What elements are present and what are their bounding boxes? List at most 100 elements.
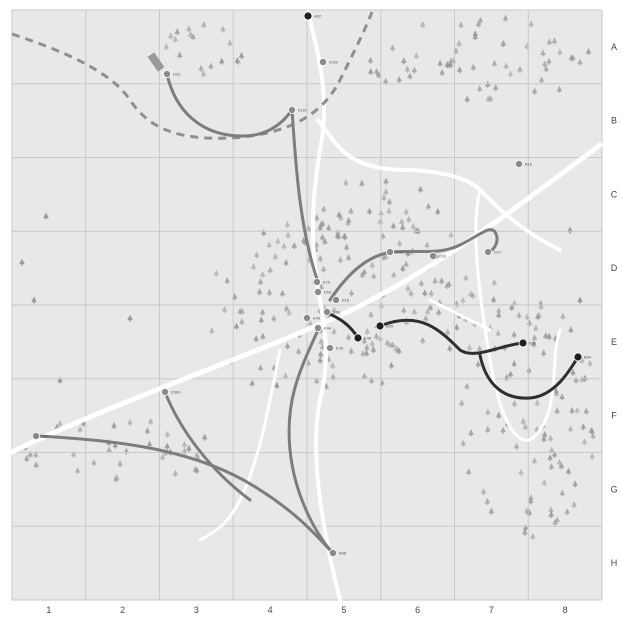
routes-gray [34, 72, 499, 555]
column-label: 8 [563, 605, 568, 615]
node-marker[interactable] [313, 323, 322, 332]
route-west-to-south [34, 434, 335, 555]
map-node[interactable]: B16 [515, 159, 533, 168]
map-node[interactable]: D16 [385, 247, 404, 256]
node-marker[interactable] [331, 295, 340, 304]
node-marker[interactable] [515, 159, 524, 168]
node-label: E16 [342, 298, 350, 303]
row-labels: A B C D E F G H [610, 42, 617, 568]
road-south-branch [198, 348, 282, 542]
node-label: B94 [584, 355, 592, 360]
column-label: 4 [268, 605, 273, 615]
map-node[interactable]: E75 [312, 277, 331, 286]
row-label: H [611, 558, 618, 568]
node-marker[interactable] [483, 247, 492, 256]
route-f1-to-south [163, 390, 252, 502]
route-b-to-center [290, 108, 320, 284]
node-label: B48 [339, 551, 347, 556]
node-label: D364 [171, 390, 181, 395]
node-marker[interactable] [160, 387, 169, 396]
node-marker[interactable] [353, 333, 363, 343]
map-node[interactable]: E48 [353, 333, 372, 343]
node-label: D16 [439, 254, 447, 259]
column-label: 2 [120, 605, 125, 615]
node-label: B11 [42, 434, 50, 439]
node-label: 0153 [329, 60, 339, 65]
map-node[interactable]: D16 [428, 251, 447, 260]
node-label: A02 [314, 14, 322, 19]
column-label: 7 [489, 605, 494, 615]
node-label: E43 [336, 346, 344, 351]
node-label: D23 [173, 72, 181, 77]
node-marker[interactable] [428, 251, 437, 260]
column-label: 1 [46, 605, 51, 615]
route-center-to-south [287, 328, 335, 555]
route-e9-loop [478, 353, 580, 400]
column-labels: 1 2 3 4 5 6 7 8 [46, 605, 567, 615]
route-center-to-northeast [328, 228, 499, 302]
map-node[interactable]: D17 [483, 247, 502, 256]
map-node[interactable]: 0153 [318, 58, 339, 67]
row-label: B [611, 116, 617, 126]
node-label: 0116 [298, 108, 307, 113]
node-marker[interactable] [313, 287, 322, 296]
map-node[interactable]: B96 [518, 338, 537, 348]
map-node[interactable]: B48 [328, 549, 347, 558]
map-node[interactable]: A02 [303, 11, 322, 21]
column-label: 6 [415, 605, 420, 615]
map-grid [11, 9, 603, 601]
node-label: E53 [324, 290, 332, 295]
map-node[interactable]: B95 [375, 321, 394, 331]
road-northeast [316, 118, 562, 252]
row-label: D [611, 263, 618, 273]
node-marker[interactable] [573, 352, 583, 362]
road-diagonal-main [9, 142, 603, 455]
map-nodes: A02 0153 D23 0116 B16 D16 D16 D17 E75 E16 E53 E68 E4… [32, 11, 592, 558]
node-marker[interactable] [318, 58, 327, 67]
node-marker[interactable] [32, 431, 41, 440]
map-node[interactable]: E49 [302, 313, 321, 322]
node-marker[interactable] [322, 307, 331, 316]
node-label: E48 [364, 336, 372, 341]
map-node[interactable]: B11 [32, 431, 50, 440]
node-marker[interactable] [312, 277, 321, 286]
node-label: B16 [525, 162, 533, 167]
node-marker[interactable] [162, 70, 171, 79]
node-marker[interactable] [518, 338, 528, 348]
node-marker[interactable] [385, 247, 394, 256]
node-label: E44 [324, 326, 332, 331]
node-marker[interactable] [325, 343, 334, 352]
map-node[interactable]: E16 [331, 295, 350, 304]
map-node[interactable]: D23 [162, 70, 181, 79]
node-marker[interactable] [303, 11, 313, 21]
node-label: B96 [529, 341, 537, 346]
map-node[interactable]: D364 [160, 387, 181, 396]
map-node[interactable]: E43 [325, 343, 344, 352]
column-label: 5 [341, 605, 346, 615]
node-label: E49 [313, 316, 321, 321]
map-node[interactable]: E68 [322, 307, 341, 316]
node-label: D16 [396, 250, 404, 255]
route-start-to-b [165, 72, 294, 138]
node-marker[interactable] [328, 549, 337, 558]
node-label: D17 [494, 250, 502, 255]
node-marker[interactable] [375, 321, 385, 331]
node-marker[interactable] [302, 313, 311, 322]
row-label: F [611, 411, 617, 421]
row-label: E [611, 337, 617, 347]
node-label: B95 [386, 324, 394, 329]
map-node[interactable]: 0116 [287, 106, 307, 115]
dashed-boundary [11, 11, 374, 140]
start-marker[interactable] [147, 52, 165, 72]
node-label: E68 [333, 310, 341, 315]
map-node[interactable]: E44 [313, 323, 332, 332]
row-label: A [611, 42, 617, 52]
node-label: E75 [323, 280, 331, 285]
map-node[interactable]: E53 [313, 287, 332, 296]
route-e8-to-e9 [378, 318, 525, 355]
map-node[interactable]: B94 [573, 352, 592, 362]
node-marker[interactable] [287, 106, 296, 115]
column-label: 3 [194, 605, 199, 615]
road-east-spur [428, 298, 492, 332]
